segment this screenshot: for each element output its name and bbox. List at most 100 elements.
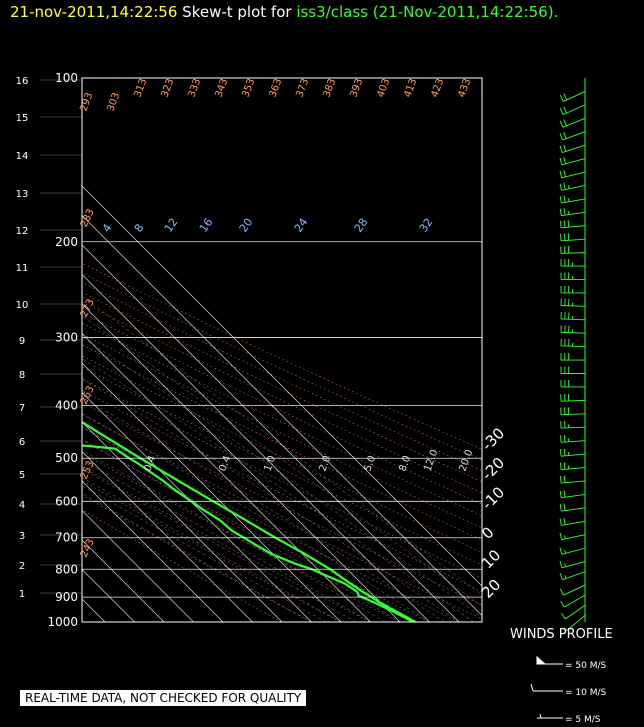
wind-barb-flag bbox=[563, 170, 566, 178]
wind-barb-half-flag bbox=[567, 198, 570, 202]
height-tick-label: 10 bbox=[16, 300, 29, 311]
wind-barb-staff bbox=[561, 211, 586, 217]
height-tick-label: 12 bbox=[16, 226, 29, 237]
wind-barb-flag bbox=[563, 490, 566, 498]
dry-adiabat-line bbox=[82, 389, 482, 592]
dry-adiabats bbox=[82, 262, 482, 622]
height-tick-label: 3 bbox=[19, 531, 25, 542]
height-tick-label: 14 bbox=[16, 151, 29, 162]
isotherm-line bbox=[82, 480, 224, 622]
isotherm-line bbox=[82, 451, 253, 622]
wind-barb-flag bbox=[563, 131, 567, 139]
wind-barb-flag bbox=[563, 182, 566, 190]
height-tick-label: 2 bbox=[19, 561, 25, 572]
moist-adiabat-line bbox=[82, 450, 386, 622]
dry-adiabat-line bbox=[82, 414, 482, 620]
height-tick-label: 5 bbox=[19, 470, 25, 481]
dry-adiabat-line bbox=[82, 452, 400, 622]
pressure-tick-label: 900 bbox=[55, 590, 78, 604]
title-run: (21-Nov-2011,14:22:56). bbox=[372, 3, 559, 21]
wind-barb-staff bbox=[561, 185, 586, 191]
wind-barb-flag bbox=[559, 490, 562, 498]
wind-barb-flag bbox=[563, 448, 566, 456]
height-tick-label: 16 bbox=[16, 76, 29, 87]
wind-legend-10-glyph bbox=[530, 683, 563, 692]
wind-barb-flag bbox=[567, 220, 570, 228]
lower-mixing-ratio-label: 1.0 bbox=[262, 454, 278, 473]
height-tick-label: 6 bbox=[19, 437, 25, 448]
wind-barb-staff bbox=[565, 604, 586, 620]
isotherm-line bbox=[82, 215, 482, 616]
wind-barb-flag bbox=[559, 573, 563, 580]
wind-barb-half-flag bbox=[564, 549, 566, 554]
dry-adiabat-line bbox=[82, 291, 482, 483]
title-timestamp: 21-nov-2011,14:22:56 bbox=[10, 3, 178, 21]
wind-barb-half-flag bbox=[564, 535, 566, 539]
height-tick-label: 15 bbox=[16, 113, 29, 124]
wind-barb-half-flag bbox=[564, 575, 567, 579]
wind-barb-flag bbox=[559, 504, 562, 512]
wind-barb-flag bbox=[559, 518, 562, 526]
data-quality-disclaimer: REAL-TIME DATA, NOT CHECKED FOR QUALITY bbox=[20, 690, 307, 706]
series-dewpoint-line bbox=[82, 444, 414, 622]
winds-profile-title: WINDS PROFILE bbox=[510, 627, 613, 642]
dry-adiabat-line bbox=[82, 272, 482, 461]
wind-legend-10: = 10 M/S bbox=[533, 688, 606, 698]
dry-adiabat-line bbox=[82, 426, 459, 622]
wind-barb-flag bbox=[563, 208, 566, 216]
moist-adiabat-line bbox=[82, 315, 482, 607]
height-tick-label: 1 bbox=[19, 589, 25, 600]
wind-barb-staff bbox=[560, 305, 586, 307]
mixing-ratio-labels: 4 8 12 16 20 24 28 32 bbox=[100, 216, 436, 235]
wind-barb-flag bbox=[563, 106, 567, 114]
wind-barb-flag bbox=[563, 462, 566, 470]
pressure-tick-label: 500 bbox=[55, 451, 78, 465]
height-tick-label: 13 bbox=[16, 189, 29, 200]
height-tick-label: 4 bbox=[19, 500, 25, 511]
pressure-tick-label: 800 bbox=[55, 562, 78, 576]
wind-legend-5-glyph bbox=[537, 713, 563, 719]
wind-barb-flag bbox=[559, 157, 563, 165]
wind-legend-5-label: = 5 M/S bbox=[565, 715, 601, 725]
wind-barb-staff bbox=[562, 131, 586, 141]
wind-barb-flag bbox=[563, 220, 566, 228]
wind-barb-flag bbox=[559, 532, 562, 540]
wind-barb-flag bbox=[560, 462, 562, 470]
isotherm-line bbox=[82, 244, 460, 622]
wind-barb-flag bbox=[559, 120, 564, 128]
pressure-labels: 100 200 300 400 500 600 700 800 900 1000 bbox=[47, 71, 78, 629]
pressure-tick-label: 400 bbox=[55, 399, 78, 413]
pressure-tick-label: 200 bbox=[55, 235, 78, 249]
wind-barb-half-flag bbox=[564, 563, 566, 567]
wind-barb-flag bbox=[560, 476, 562, 484]
wind-barb-flag bbox=[559, 560, 563, 568]
wind-barb-flag bbox=[559, 133, 563, 141]
wind-barb-flag bbox=[563, 517, 566, 525]
wind-barb-staff bbox=[560, 426, 586, 429]
wind-barb-half-flag bbox=[567, 185, 570, 189]
wind-barb-staff bbox=[561, 547, 586, 555]
title-prefix: Skew-t plot for bbox=[182, 3, 292, 21]
wind-barb-flag bbox=[559, 183, 562, 191]
wind-barb-flag bbox=[559, 588, 564, 596]
pressure-tick-label: 600 bbox=[55, 494, 78, 508]
wind-barb-flag bbox=[559, 196, 562, 204]
wind-barb-flag bbox=[563, 93, 568, 101]
wind-legend-50: = 50 M/S bbox=[533, 661, 606, 671]
wind-barb-flag bbox=[560, 600, 565, 608]
chart-title: 21-nov-2011,14:22:56 Skew-t plot for iss… bbox=[10, 3, 558, 21]
wind-barb-flag bbox=[560, 220, 562, 228]
isotherm-line bbox=[82, 362, 342, 622]
wind-barb-flag bbox=[559, 95, 564, 102]
lower-mixing-ratio-label: 0.4 bbox=[217, 454, 233, 473]
pressure-tick-label: 100 bbox=[55, 71, 78, 85]
wind-barb-staff bbox=[563, 594, 586, 608]
wind-legend-10-label: = 10 M/S bbox=[565, 688, 607, 698]
wind-barb-flag bbox=[559, 108, 564, 115]
wind-legend-5: = 5 M/S bbox=[533, 715, 601, 725]
wind-barb-flag bbox=[563, 503, 566, 511]
lower-mixing-ratio-label: 0.4 bbox=[142, 454, 158, 473]
